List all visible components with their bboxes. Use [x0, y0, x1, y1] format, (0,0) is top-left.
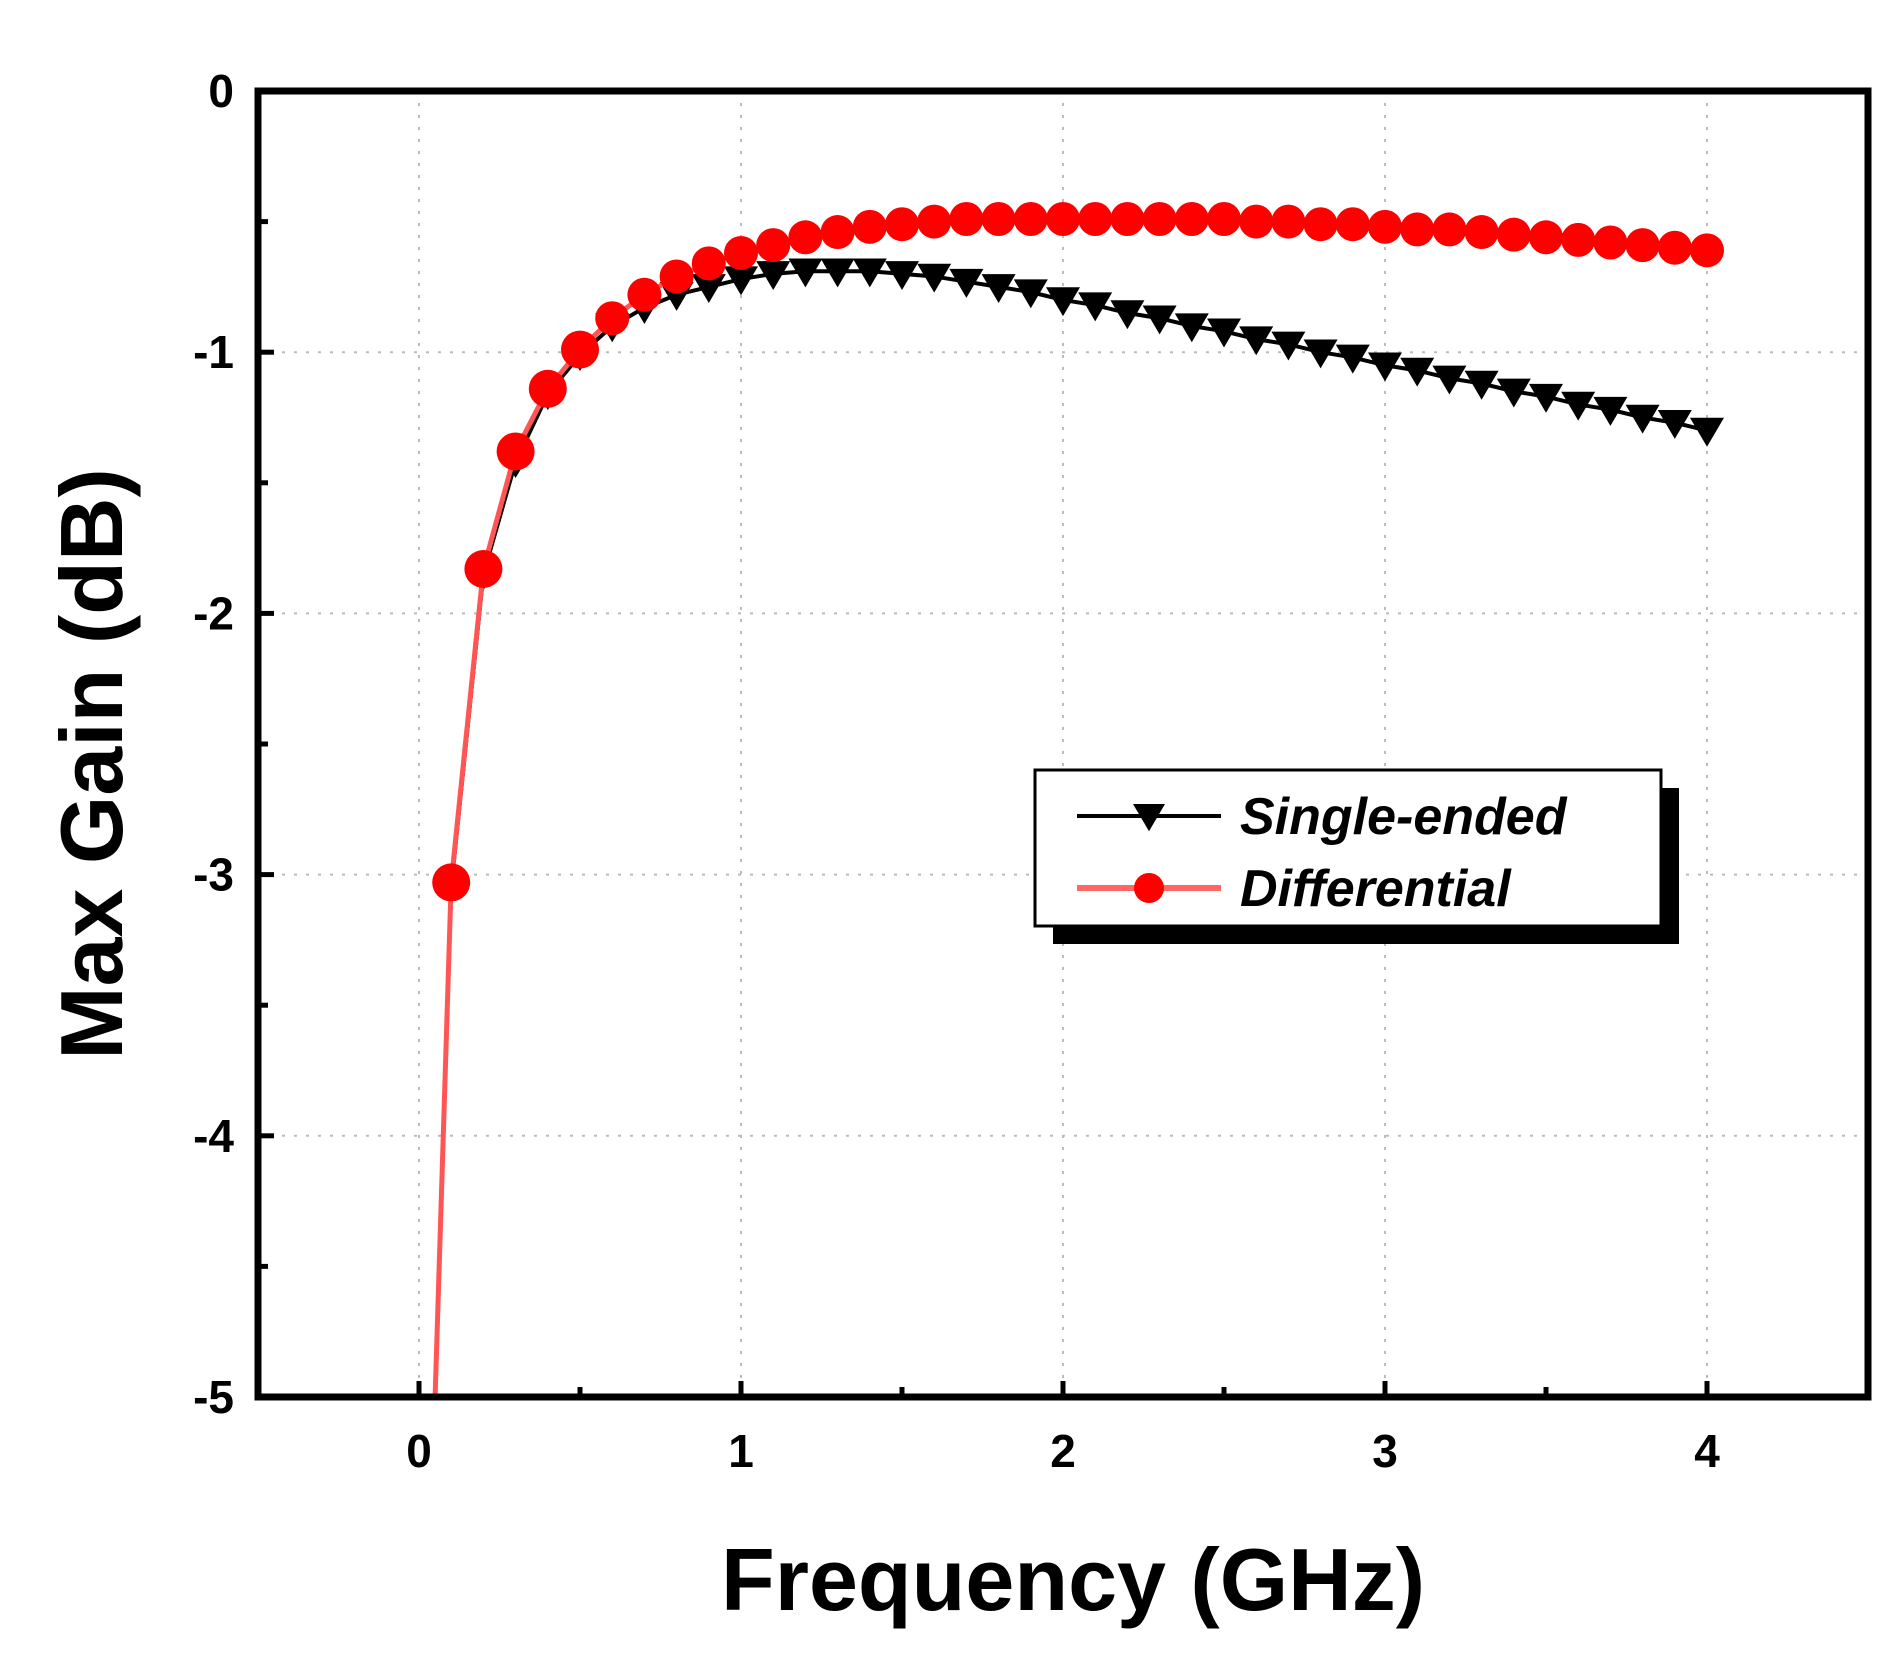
- x-tick-label: 0: [406, 1425, 432, 1477]
- data-point: [1239, 326, 1274, 356]
- data-point: [432, 863, 471, 902]
- data-point: [1207, 318, 1241, 348]
- data-point: [1561, 222, 1596, 257]
- data-point: [788, 220, 823, 255]
- data-point: [496, 432, 535, 471]
- data-point: [1271, 204, 1306, 239]
- data-point: [981, 274, 1016, 304]
- data-point: [756, 261, 791, 290]
- legend-label-single-ended: Single-ended: [1240, 788, 1568, 846]
- data-point: [1464, 215, 1499, 250]
- data-point: [1529, 383, 1563, 413]
- data-point: [1368, 209, 1402, 244]
- data-point: [917, 204, 952, 239]
- data-point: [1142, 305, 1177, 335]
- data-point: [1174, 201, 1209, 236]
- data-point: [788, 258, 823, 288]
- data-point: [1110, 300, 1145, 330]
- data-point: [1046, 287, 1080, 317]
- data-point: [1207, 201, 1241, 236]
- y-tick-label: -4: [193, 1110, 234, 1162]
- ticks: [255, 88, 1871, 1400]
- data-point: [1271, 331, 1306, 361]
- data-point: [1690, 233, 1724, 268]
- data-point: [1529, 220, 1563, 255]
- data-point: [1593, 396, 1628, 426]
- data-point: [1013, 201, 1048, 236]
- data-point: [528, 369, 567, 408]
- series-differential: [432, 201, 1724, 1397]
- data-point: [627, 277, 662, 312]
- series-line: [449, 269, 1708, 888]
- data-point: [949, 201, 984, 236]
- data-point: [659, 259, 694, 294]
- data-point: [691, 246, 726, 281]
- data-point: [1013, 279, 1048, 309]
- data-point: [1625, 228, 1660, 263]
- legend: Single-ended Differential: [1033, 768, 1679, 944]
- series-layer: [432, 201, 1724, 1397]
- data-point: [1303, 339, 1338, 369]
- y-tick-label: -3: [193, 849, 234, 901]
- data-point: [1690, 417, 1724, 447]
- data-point: [1078, 292, 1113, 322]
- y-axis-title: Max Gain (dB): [42, 468, 141, 1060]
- grid: [258, 90, 1868, 1398]
- x-tick-label: 2: [1050, 1425, 1076, 1477]
- data-point: [1335, 207, 1370, 242]
- data-point: [1657, 409, 1692, 439]
- data-point: [464, 549, 503, 588]
- legend-marker-single-ended: [1133, 804, 1165, 832]
- data-point: [1046, 201, 1080, 236]
- data-point: [1078, 201, 1113, 236]
- data-point: [561, 330, 599, 369]
- data-point: [1561, 391, 1596, 421]
- plot-frame: [254, 87, 1872, 1401]
- legend-label-differential: Differential: [1240, 860, 1512, 918]
- data-point: [820, 215, 855, 250]
- data-point: [1110, 201, 1145, 236]
- data-point: [917, 263, 952, 293]
- data-point: [1368, 352, 1402, 382]
- data-point: [1174, 313, 1209, 343]
- data-point: [885, 207, 919, 242]
- x-tick-label: 3: [1372, 1425, 1398, 1477]
- data-point: [1400, 357, 1435, 387]
- data-point: [1625, 404, 1660, 434]
- y-tick-label: -5: [193, 1371, 234, 1423]
- data-point: [1464, 370, 1499, 400]
- data-point: [1432, 365, 1467, 395]
- data-point: [1496, 378, 1531, 408]
- x-tick-label: 1: [728, 1425, 754, 1477]
- x-axis-title: Frequency (GHz): [721, 1530, 1425, 1629]
- legend-marker-differential: [1134, 873, 1164, 903]
- data-point: [1496, 217, 1531, 252]
- data-point: [691, 274, 726, 304]
- data-point: [949, 268, 984, 298]
- data-point: [1432, 212, 1467, 247]
- data-point: [981, 201, 1016, 236]
- y-tick-label: 0: [208, 65, 234, 117]
- data-point: [820, 258, 855, 288]
- data-point: [852, 209, 887, 244]
- y-tick-label: -1: [193, 326, 234, 378]
- data-point: [756, 228, 791, 263]
- legend-box: [1033, 768, 1663, 928]
- data-point: [724, 235, 758, 270]
- data-point: [1593, 225, 1628, 260]
- data-point: [724, 266, 758, 296]
- x-tick-label: 4: [1694, 1425, 1720, 1477]
- data-point: [1239, 204, 1274, 239]
- data-point: [595, 301, 630, 336]
- data-point: [1335, 344, 1370, 374]
- tick-labels: 0 1 2 3 4 0 -1 -2 -3 -4 -5: [193, 65, 1720, 1477]
- data-point: [852, 258, 887, 288]
- y-tick-label: -2: [193, 587, 234, 639]
- data-point: [885, 261, 919, 290]
- data-point: [1400, 212, 1435, 247]
- data-point: [1657, 230, 1692, 265]
- data-point: [1142, 201, 1177, 236]
- data-point: [1303, 207, 1338, 242]
